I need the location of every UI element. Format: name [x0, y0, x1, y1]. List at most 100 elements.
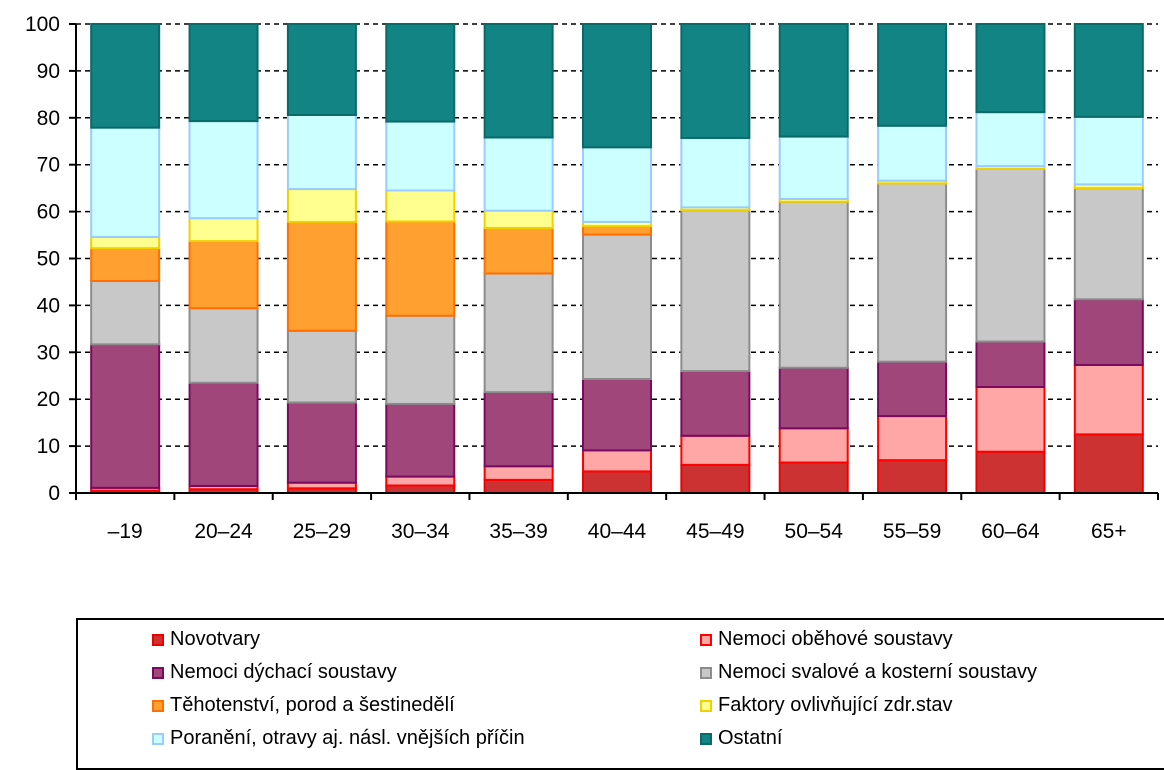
bar-segment	[778, 427, 849, 464]
bar-segment	[582, 449, 652, 473]
legend-swatch	[700, 732, 712, 745]
bar-segment	[483, 272, 554, 394]
bar-segment	[90, 23, 161, 129]
x-tick-label: 35–39	[489, 520, 547, 543]
bar-segment	[483, 209, 554, 230]
bar-segment	[877, 182, 948, 363]
x-tick-label: 30–34	[391, 520, 450, 543]
legend-label: Ostatní	[718, 727, 783, 749]
bar-segment	[975, 340, 1046, 389]
bar-segment	[680, 136, 751, 209]
bar-segment	[877, 360, 948, 418]
bar-segment	[877, 23, 948, 127]
bar-segment	[975, 450, 1046, 494]
legend-item: Těhotenství, porod a šestinedělí	[152, 694, 455, 717]
bar-segment	[90, 126, 161, 238]
bar-segment	[877, 459, 948, 495]
bar-segment	[188, 120, 259, 220]
bar-segment	[1073, 298, 1144, 366]
bar-segment	[582, 146, 652, 223]
legend-item: Poranění, otravy aj. násl. vnějších příč…	[152, 727, 525, 750]
bar-segment	[90, 235, 161, 250]
legend-swatch	[152, 633, 164, 646]
bar-segment	[975, 111, 1046, 168]
stacked-bar-chart: 0 10 20 30 40 50 60 70 80 90 100 –19 20–24 25–29 30–34…	[25, 13, 1159, 543]
bar-segment	[483, 136, 554, 212]
bar-segment	[90, 247, 161, 283]
legend-item: Novotvary	[152, 628, 260, 651]
bar-segment	[680, 370, 751, 437]
x-tick-label: 25–29	[293, 520, 351, 543]
bar-segment	[1073, 115, 1144, 186]
legend-label: Faktory ovlivňující zdr.stav	[718, 694, 953, 716]
bar-segment	[778, 23, 849, 138]
x-tick-label: –19	[108, 520, 143, 543]
y-tick-label: 30	[37, 341, 60, 364]
bar-segment	[483, 227, 554, 275]
legend-label: Poranění, otravy aj. násl. vnějších příč…	[170, 727, 525, 749]
legend-item: Nemoci oběhové soustavy	[700, 628, 953, 651]
bar-segment	[877, 124, 948, 182]
x-tick-label: 40–44	[588, 520, 647, 543]
legend-swatch	[152, 732, 164, 745]
bar-segment	[188, 381, 259, 487]
bar-segment	[286, 113, 357, 191]
bar-segment	[385, 220, 456, 317]
legend-item: Ostatní	[700, 727, 782, 750]
bar-segment	[385, 484, 456, 495]
bar-segment	[680, 23, 751, 139]
bar-segment	[188, 307, 259, 384]
bar-segment	[286, 23, 357, 116]
bar-segment	[1073, 23, 1144, 118]
bar-segment	[582, 378, 652, 452]
legend-swatch	[700, 699, 712, 712]
bar-segment	[778, 135, 849, 200]
bar-segment	[385, 189, 456, 223]
bar-segment	[680, 434, 751, 466]
bar-segment	[582, 233, 652, 381]
bar-segment	[778, 461, 849, 495]
x-tick-label: 65+	[1091, 520, 1127, 543]
legend-item: Nemoci dýchací soustavy	[152, 661, 397, 684]
y-tick-label: 20	[37, 388, 60, 411]
y-tick-label: 90	[37, 60, 60, 83]
bar-segment	[286, 220, 357, 332]
bar-segment	[483, 465, 554, 481]
bar-segment	[877, 415, 948, 462]
legend-label: Těhotenství, porod a šestinedělí	[170, 694, 455, 716]
bar-segment	[582, 225, 652, 236]
x-tick-label: 50–54	[785, 520, 844, 543]
y-tick-label: 80	[37, 107, 60, 130]
bar-segment	[483, 478, 554, 495]
x-tick-label: 60–64	[981, 520, 1040, 543]
bar-segment	[90, 280, 161, 346]
bar-segment	[582, 23, 652, 149]
y-tick-label: 60	[37, 201, 60, 224]
bar-segment	[385, 402, 456, 478]
bar-segment	[975, 167, 1046, 343]
bar-segment	[286, 188, 357, 223]
bar-segment	[680, 463, 751, 494]
legend-swatch	[152, 699, 164, 712]
bar-segment	[90, 343, 161, 489]
legend-swatch	[152, 666, 164, 679]
legend: Novotvary Nemoci oběhové soustavy Nemoci d…	[76, 618, 1164, 770]
legend-label: Novotvary	[170, 628, 261, 650]
y-tick-label: 50	[37, 248, 60, 271]
bar-segment	[385, 120, 456, 192]
x-tick-label: 55–59	[883, 520, 941, 543]
bar-segment	[286, 329, 357, 404]
x-tick-label: 45–49	[686, 520, 744, 543]
bar-segment	[778, 200, 849, 369]
bar-segment	[483, 23, 554, 139]
bar-segment	[188, 23, 259, 123]
bar-segment	[385, 23, 456, 123]
bar-segment	[385, 475, 456, 487]
legend-swatch	[700, 666, 712, 679]
bar-segment	[188, 217, 259, 243]
y-tick-label: 0	[48, 482, 60, 505]
x-tick-label: 20–24	[194, 520, 253, 543]
bar-segment	[188, 240, 259, 310]
bar-segment	[483, 391, 554, 468]
y-tick-label: 70	[37, 154, 60, 177]
